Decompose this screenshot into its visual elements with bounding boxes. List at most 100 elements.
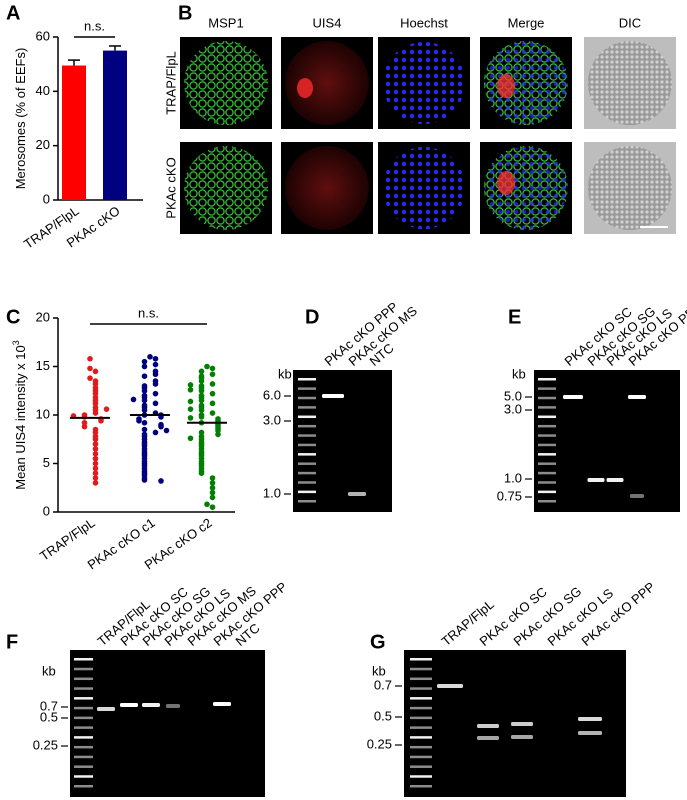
data-point (209, 410, 216, 416)
ladder-band (410, 745, 432, 749)
y-tick-label: 20 (36, 309, 50, 324)
data-point (92, 475, 99, 481)
ladder-band (410, 706, 432, 710)
dna-band (142, 703, 160, 707)
data-point (92, 410, 99, 416)
gel-unit: kb (42, 663, 56, 678)
data-point (152, 361, 159, 368)
dna-band (511, 722, 533, 726)
data-point (92, 465, 99, 472)
ladder-band (538, 500, 556, 503)
parasite-stain (285, 146, 369, 230)
size-marker-label: 0.5 (40, 709, 58, 724)
data-point (141, 373, 148, 380)
ladder-band (538, 406, 556, 409)
data-point (198, 414, 205, 420)
data-point (141, 407, 148, 413)
dna-band (563, 395, 583, 399)
parasite-dic (588, 146, 672, 230)
significance-label: n.s. (138, 305, 159, 320)
ladder-band (298, 500, 316, 503)
data-point (92, 446, 99, 452)
dna-band (587, 478, 605, 482)
data-point (152, 429, 159, 436)
ladder-band (74, 785, 93, 788)
dna-band (437, 684, 463, 688)
parasite-stain (285, 41, 369, 125)
dna-band (213, 702, 231, 706)
ladder-band (298, 481, 316, 484)
ladder-band (298, 424, 316, 428)
y-axis-label-exponent: 3 (11, 340, 21, 345)
ladder-band (74, 755, 93, 759)
data-point (198, 470, 205, 477)
ladder-band (410, 716, 432, 720)
size-marker-label: 0.5 (374, 708, 392, 723)
data-point (209, 484, 216, 491)
y-tick-label: 20 (36, 137, 50, 152)
ladder-band (298, 490, 316, 494)
ladder-band (410, 726, 432, 729)
data-point (141, 387, 148, 394)
data-point (204, 501, 210, 508)
y-axis-label: Mean UIS4 intensity x 103 (11, 340, 28, 490)
size-marker-label: 0.25 (367, 736, 392, 751)
data-point (92, 460, 99, 467)
ladder-band (298, 471, 316, 475)
ladder-band (74, 706, 93, 710)
ladder-band (74, 726, 93, 729)
ladder-band (410, 687, 432, 690)
panel-letter: G (370, 631, 386, 653)
data-point (209, 504, 216, 510)
dna-band (322, 394, 344, 398)
ladder-band (538, 387, 556, 390)
data-point (98, 418, 104, 424)
dna-band (628, 395, 646, 399)
y-tick-label: 5 (43, 455, 50, 470)
nuclei-stain (485, 147, 567, 229)
dna-band (166, 704, 180, 708)
data-point (141, 426, 148, 433)
data-point (187, 398, 194, 405)
significance-label: n.s. (84, 18, 105, 33)
data-point (209, 489, 216, 496)
data-point (92, 441, 99, 447)
nuclei-stain (383, 42, 465, 124)
ladder-band (410, 658, 432, 661)
dna-band (606, 478, 624, 482)
ladder-band (298, 387, 316, 390)
panel-letter: E (508, 306, 521, 328)
data-point (141, 419, 148, 426)
data-point (158, 423, 164, 430)
size-marker-label: 0.25 (33, 737, 58, 752)
ladder-band (298, 443, 316, 447)
y-tick-label: 40 (36, 83, 50, 98)
data-point (92, 451, 99, 457)
size-marker-label: 6.0 (263, 387, 281, 402)
ladder-band (538, 481, 556, 484)
parasite-dic (588, 41, 672, 125)
column-header: MSP1 (208, 15, 243, 30)
nuclei-stain (383, 147, 465, 229)
data-point (92, 455, 99, 462)
ladder-band (74, 765, 93, 768)
bar (62, 65, 86, 201)
data-point (92, 400, 99, 407)
size-marker-label: 1.0 (263, 485, 281, 500)
data-point (187, 382, 194, 388)
ladder-band (74, 687, 93, 690)
y-tick-label: 0 (43, 191, 50, 206)
y-axis-label-text: Merosomes (% of EEFs) (13, 48, 28, 190)
data-point (81, 419, 88, 426)
data-point (209, 480, 216, 486)
column-header: Hoechst (400, 15, 448, 30)
data-point (187, 386, 194, 393)
data-point (215, 427, 221, 434)
dna-band (477, 736, 499, 740)
uis4-blob (297, 78, 313, 98)
gel-unit: kb (278, 366, 292, 381)
data-point (92, 429, 99, 436)
data-point (209, 381, 216, 387)
data-point (204, 363, 210, 370)
